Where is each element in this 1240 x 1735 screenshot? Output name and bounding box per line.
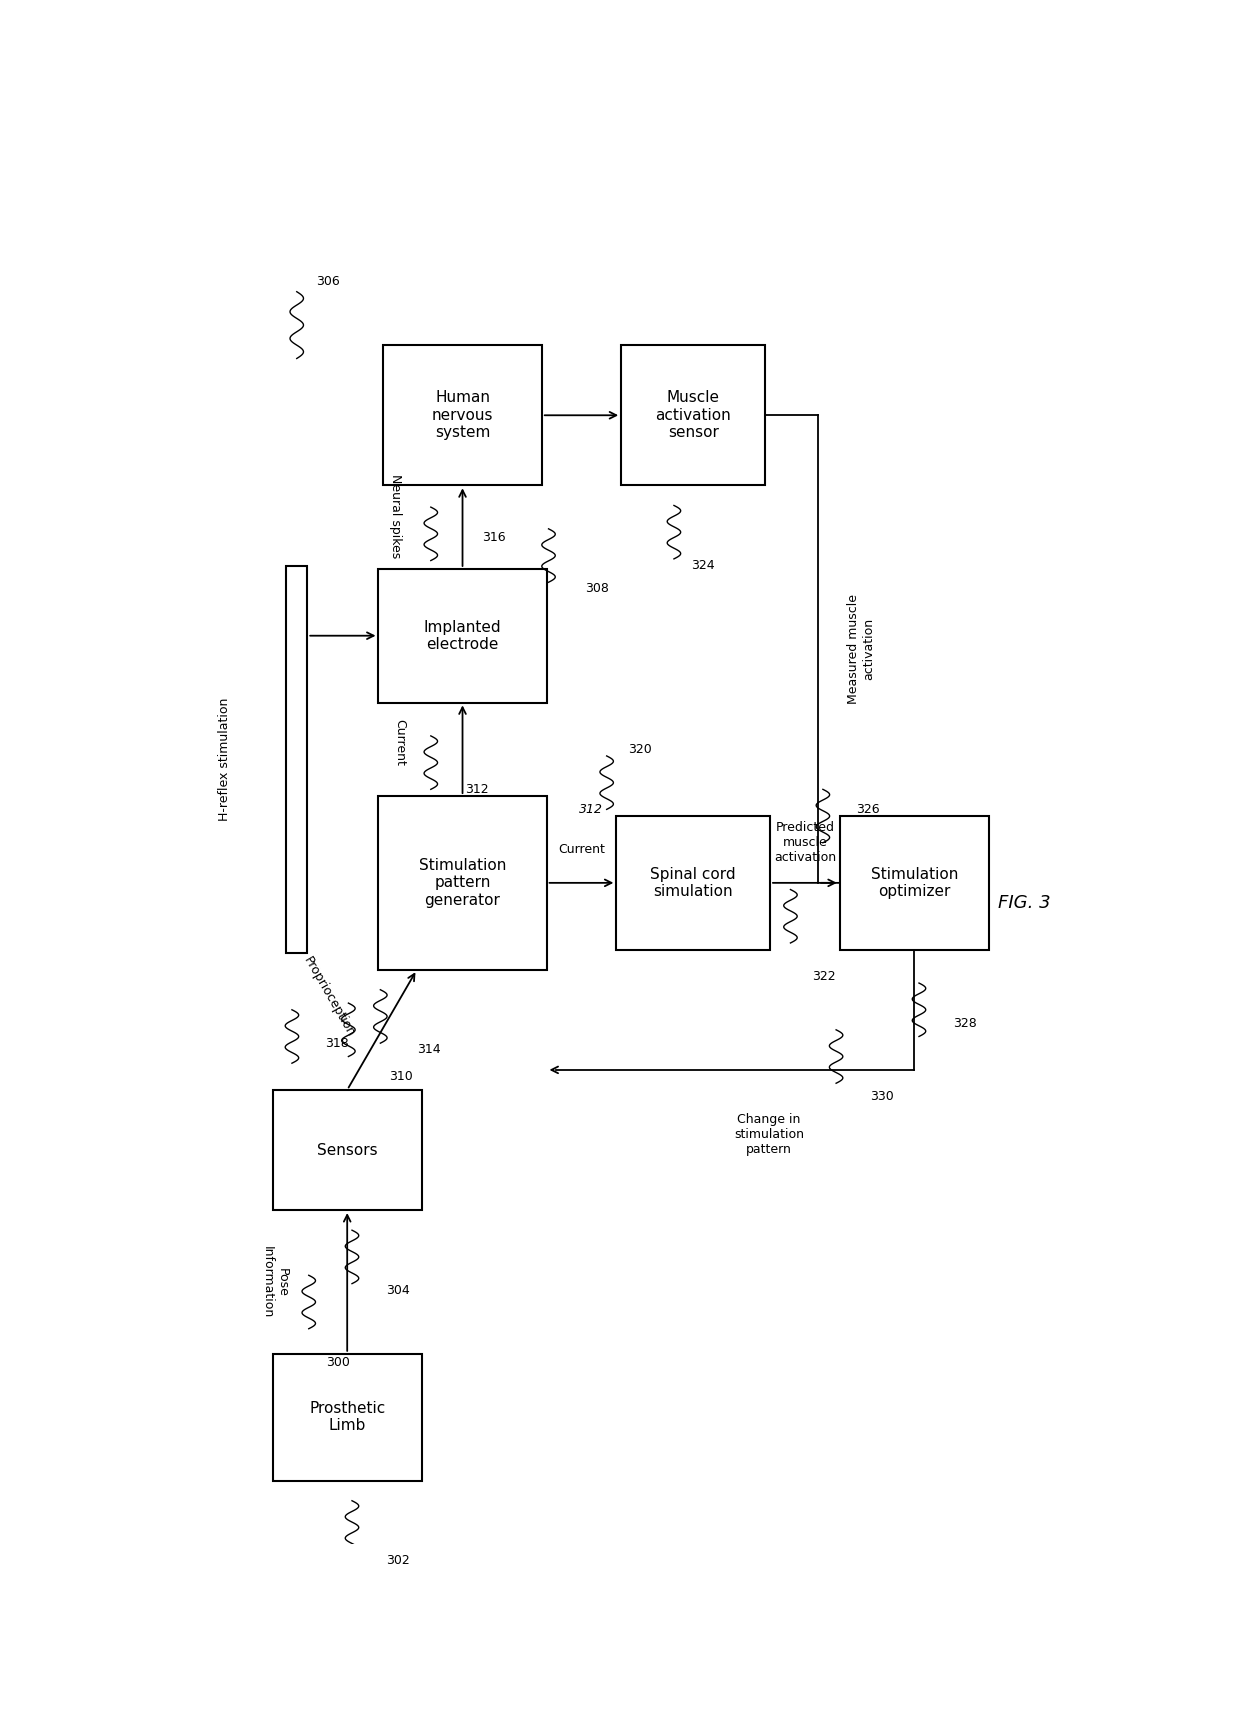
Text: Human
nervous
system: Human nervous system (432, 390, 494, 441)
Bar (273, 1353, 422, 1480)
Text: 312: 312 (465, 782, 489, 796)
Text: H-reflex stimulation: H-reflex stimulation (218, 697, 231, 821)
Text: 312: 312 (579, 803, 603, 815)
Text: Current: Current (558, 843, 605, 855)
Text: 328: 328 (952, 1017, 976, 1029)
Bar (616, 815, 770, 949)
Text: FIG. 3: FIG. 3 (998, 894, 1052, 913)
Text: 302: 302 (386, 1555, 409, 1567)
Text: Change in
stimulation
pattern: Change in stimulation pattern (734, 1112, 804, 1156)
Bar (378, 569, 547, 703)
Bar (273, 1090, 422, 1211)
Text: 308: 308 (585, 583, 609, 595)
Text: Predicted
muscle
activation: Predicted muscle activation (774, 821, 836, 864)
Text: 320: 320 (629, 743, 652, 756)
Text: 322: 322 (812, 970, 836, 982)
Text: Stimulation
optimizer: Stimulation optimizer (870, 868, 957, 899)
Text: 326: 326 (857, 803, 880, 815)
Text: 318: 318 (326, 1038, 350, 1050)
Text: Proprioception: Proprioception (301, 954, 357, 1039)
Text: Current: Current (393, 718, 407, 767)
Text: Spinal cord
simulation: Spinal cord simulation (650, 868, 737, 899)
Text: 310: 310 (389, 1070, 413, 1083)
Text: Pose
Information: Pose Information (262, 1246, 289, 1319)
Text: 324: 324 (691, 559, 714, 573)
Text: Measured muscle
activation: Measured muscle activation (847, 593, 875, 704)
Bar (383, 345, 542, 486)
Text: 306: 306 (316, 274, 340, 288)
Text: Implanted
electrode: Implanted electrode (424, 619, 501, 652)
Text: Muscle
activation
sensor: Muscle activation sensor (655, 390, 732, 441)
Bar (621, 345, 765, 486)
Text: 300: 300 (326, 1355, 350, 1369)
Text: 330: 330 (869, 1090, 894, 1103)
Bar (839, 815, 988, 949)
Text: 304: 304 (386, 1284, 409, 1296)
Bar (286, 566, 308, 953)
Text: 316: 316 (481, 531, 506, 545)
Text: Prosthetic
Limb: Prosthetic Limb (309, 1402, 386, 1433)
Bar (378, 796, 547, 970)
Text: Sensors: Sensors (317, 1143, 377, 1157)
Text: Neural spikes: Neural spikes (389, 474, 402, 559)
Text: Stimulation
pattern
generator: Stimulation pattern generator (419, 857, 506, 907)
Text: 314: 314 (417, 1043, 440, 1057)
